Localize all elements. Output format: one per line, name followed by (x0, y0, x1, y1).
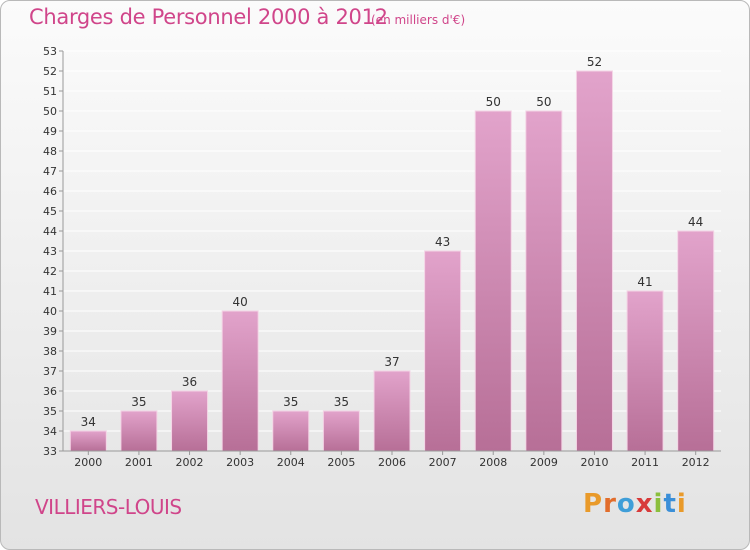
bar-value-label: 34 (81, 415, 96, 429)
y-tick-label: 47 (43, 165, 57, 178)
x-tick-label: 2004 (277, 456, 305, 469)
y-tick-label: 33 (43, 445, 57, 458)
proxiti-logo: Proxiti (583, 489, 687, 519)
data-labels: 34 35 36 40 35 35 37 43 50 50 52 41 44 (81, 55, 704, 429)
y-tick-label: 52 (43, 65, 57, 78)
bar-value-label: 50 (536, 95, 551, 109)
logo-letter: t (663, 489, 677, 519)
x-tick-label: 2006 (378, 456, 406, 469)
bar-value-label: 35 (283, 395, 298, 409)
bar-value-label: 52 (587, 55, 602, 69)
x-tick-label: 2002 (176, 456, 204, 469)
x-tick-label: 2009 (530, 456, 558, 469)
bar (69, 430, 107, 452)
bars (69, 70, 715, 452)
bar (677, 230, 715, 452)
logo-letter: P (583, 489, 604, 519)
y-tick-label: 51 (43, 85, 57, 98)
y-tick-label: 49 (43, 125, 57, 138)
y-tick-label: 39 (43, 325, 57, 338)
x-tick-label: 2000 (74, 456, 102, 469)
bar (626, 290, 664, 452)
bar-value-label: 43 (435, 235, 450, 249)
x-tick-label: 2001 (125, 456, 153, 469)
y-tick-label: 53 (43, 45, 57, 58)
x-tick-label: 2007 (429, 456, 457, 469)
logo-letter: x (635, 489, 654, 519)
bar (221, 310, 259, 452)
x-tick-label: 2005 (327, 456, 355, 469)
y-tick-label: 35 (43, 405, 57, 418)
x-tick-label: 2010 (580, 456, 608, 469)
bar (171, 390, 209, 452)
x-tick-label: 2012 (682, 456, 710, 469)
bar (373, 370, 411, 452)
bar (120, 410, 158, 452)
bar-value-label: 37 (384, 355, 399, 369)
y-tick-label: 44 (43, 225, 57, 238)
y-tick-label: 42 (43, 265, 57, 278)
logo-letter: i (676, 489, 687, 519)
y-tick-label: 38 (43, 345, 57, 358)
bar (322, 410, 360, 452)
chart-unit: (en milliers d'€) (371, 13, 466, 27)
bar-value-label: 50 (486, 95, 501, 109)
logo-letter: i (653, 489, 664, 519)
y-tick-label: 37 (43, 365, 57, 378)
y-tick-label: 45 (43, 205, 57, 218)
x-tick-label: 2011 (631, 456, 659, 469)
bar (575, 70, 613, 452)
y-tick-label: 36 (43, 385, 57, 398)
bar-value-label: 36 (182, 375, 197, 389)
y-tick-label: 34 (43, 425, 57, 438)
commune-name: VILLIERS-LOUIS (35, 495, 182, 519)
bar-value-label: 35 (334, 395, 349, 409)
y-tick-label: 41 (43, 285, 57, 298)
y-tick-label: 50 (43, 105, 57, 118)
bar (424, 250, 462, 452)
bar-value-label: 41 (637, 275, 652, 289)
y-tick-label: 46 (43, 185, 57, 198)
chart-title: Charges de Personnel 2000 à 2012 (29, 5, 388, 29)
logo-letter: o (616, 489, 636, 519)
y-tick-label: 43 (43, 245, 57, 258)
y-tick-label: 40 (43, 305, 57, 318)
bar-value-label: 40 (233, 295, 248, 309)
y-tick-label: 48 (43, 145, 57, 158)
bar (272, 410, 310, 452)
y-axis-ticks: 33 34 35 36 37 38 39 40 41 42 43 44 45 46 47 48 49 50 51 52… (43, 45, 63, 458)
bar (474, 110, 512, 452)
logo-letter: r (603, 489, 617, 519)
x-tick-label: 2003 (226, 456, 254, 469)
x-axis-ticks: 2000 2001 2002 2003 2004 2005 2006 2007 2008 2009… (74, 451, 710, 469)
bar-value-label: 44 (688, 215, 703, 229)
bar-value-label: 35 (131, 395, 146, 409)
x-tick-label: 2008 (479, 456, 507, 469)
bar (525, 110, 563, 452)
